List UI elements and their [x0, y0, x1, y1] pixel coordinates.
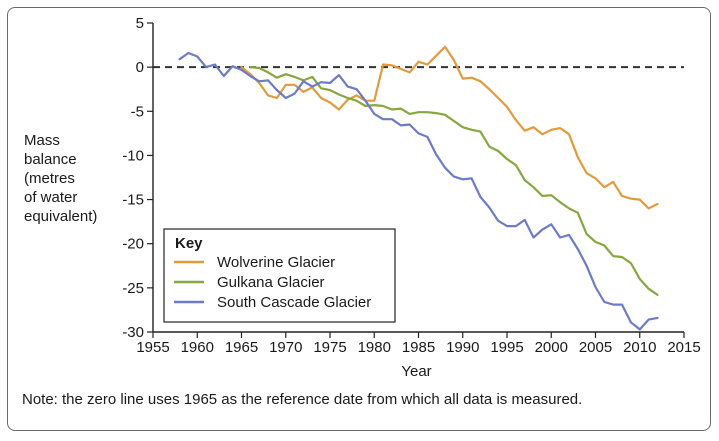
x-tick-label: 2005 [579, 339, 612, 356]
figure-frame [7, 7, 711, 431]
series-line-wolverine-glacier [240, 45, 659, 210]
y-tick-label: -30 [122, 324, 144, 341]
x-tick-label: 1995 [490, 339, 523, 356]
x-tick-label: 2000 [535, 339, 568, 356]
legend-title: Key [175, 235, 203, 252]
x-tick-label: 2010 [623, 339, 656, 356]
y-tick-label: -10 [122, 147, 144, 164]
y-tick-label: 5 [136, 15, 144, 32]
y-axis-label-line: of water [24, 189, 78, 206]
footnote: Note: the zero line uses 1965 as the ref… [22, 391, 583, 408]
x-tick-label: 1965 [225, 339, 258, 356]
x-tick-label: 1960 [181, 339, 214, 356]
y-axis-label-line: equivalent) [24, 208, 98, 225]
legend-entry-label: South Cascade Glacier [217, 294, 371, 311]
x-tick-label: 1975 [313, 339, 346, 356]
x-tick-label: 1955 [136, 339, 169, 356]
y-axis-label-line: Mass [24, 132, 60, 149]
y-tick-label: -15 [122, 192, 144, 209]
legend-entry-label: Wolverine Glacier [217, 254, 335, 271]
x-tick-label: 1970 [269, 339, 302, 356]
y-tick-label: -25 [122, 280, 144, 297]
series-line-south-cascade-glacier [178, 51, 659, 331]
x-tick-label: 1980 [358, 339, 391, 356]
y-tick-label: -5 [131, 103, 144, 120]
x-axis-label: Year [401, 363, 431, 380]
x-tick-label: 2015 [667, 339, 700, 356]
y-tick-label: -20 [122, 236, 144, 253]
legend-entry-label: Gulkana Glacier [217, 274, 325, 291]
legend-box [163, 228, 396, 323]
y-axis-label-line: (metres [24, 170, 75, 187]
x-tick-label: 1990 [446, 339, 479, 356]
y-tick-label: 0 [136, 59, 144, 76]
y-axis-label-line: balance [24, 151, 77, 168]
y-axis-label: Mass balance (metres of water equivalent) [24, 131, 97, 226]
x-tick-label: 1985 [402, 339, 435, 356]
